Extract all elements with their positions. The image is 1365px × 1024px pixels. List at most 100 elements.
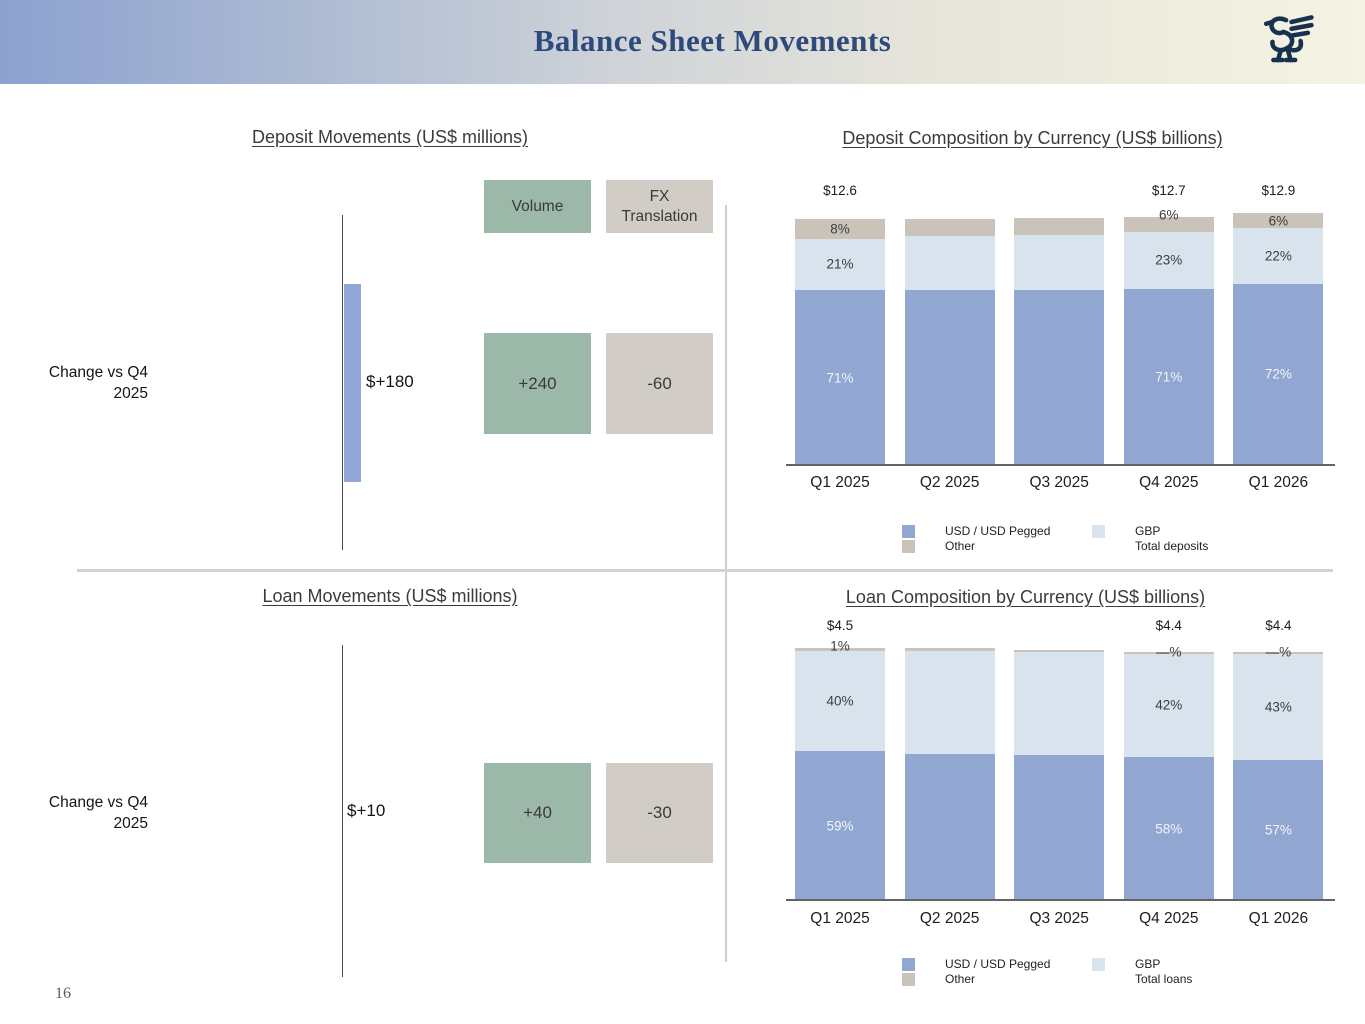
bar-segment-usd [1233,759,1324,900]
loan-volume-value-box: +40 [484,763,591,863]
bar-segment-gbp [904,236,995,291]
bar-total-label: $4.4 [1265,618,1292,633]
bar-segment-other [1014,217,1105,236]
deposit-net-label: $+180 [366,372,414,391]
bar-segment-gbp [1233,228,1324,284]
segment-label: 43% [1264,699,1292,715]
bar-segment-gbp [1233,653,1324,760]
legend-label: GBP [1135,957,1161,971]
category-label: Q3 2025 [1029,910,1089,927]
vertical-divider [725,205,727,962]
segment-label: 21% [826,256,854,272]
category-label: Q1 2026 [1248,910,1309,927]
loan-chart-legend: USD / USD Pegged GBP Other Total loans [902,957,1332,986]
griffin-logo-icon [1263,15,1314,63]
bar-segment-usd [1233,283,1324,465]
legend-fx-translation-label: FX Translation [621,188,698,225]
bar-segment-other [1123,216,1214,232]
horizontal-divider [77,569,1333,572]
page-number: 16 [55,985,71,1002]
legend-volume-box: Volume [484,180,591,233]
bar-total-label: $12.7 [1151,183,1186,198]
bar-segment-usd [1014,754,1105,900]
bar-segment-usd [795,290,885,465]
deposit-composition-title: Deposit Composition by Currency (US$ bil… [842,128,1223,148]
legend-label: GBP [1135,524,1161,538]
legend-label: Other [945,539,976,553]
legend-item: GBP [1092,957,1332,971]
stacked-bar: 58% 42% —% [1123,644,1214,900]
legend-label: USD / USD Pegged [945,524,1051,538]
bar-segment-other [904,648,995,651]
header-band: Balance Sheet Movements [0,0,1365,84]
bar-segment-other [904,218,995,237]
stacked-bar [1014,217,1105,465]
deposit-waterfall-axis [342,215,344,550]
deposit-chart-legend: USD / USD Pegged GBP Other Total deposits [902,524,1332,553]
category-label: Q2 2025 [919,474,980,491]
other-swatch-icon [902,539,915,553]
category-label: Q1 2025 [810,474,870,491]
segment-label: —% [1156,644,1182,660]
loan-fx-value-box: -30 [606,763,713,863]
bar-segment-gbp [904,650,995,754]
bar-segment-gbp [795,650,885,752]
bar-segment-other [1014,649,1105,653]
page-title: Balance Sheet Movements [533,23,892,58]
legend-label: Total loans [1135,972,1193,986]
stacked-bar: 71% 23% 6% [1123,207,1214,465]
other-swatch-icon [902,972,915,986]
bar-segment-other [1233,652,1324,654]
loan-movements-title: Loan Movements (US$ millions) [262,586,518,606]
segment-label: 72% [1264,366,1292,382]
bar-total-label: $12.6 [823,183,857,198]
legend-label: USD / USD Pegged [945,957,1051,971]
loan-row-label: Change vs Q4 2025 [48,794,148,832]
bar-segment-gbp [795,238,885,291]
loan-chart-axis [786,898,1335,901]
segment-label: 59% [826,818,854,834]
deposit-net-bar [343,283,361,482]
segment-label: 57% [1264,822,1292,838]
stacked-bar: 71% 21% 8% [795,218,885,465]
deposit-movements-title: Deposit Movements (US$ millions) [251,127,529,147]
segment-label: 1% [830,638,850,654]
deposit-row-label: Change vs Q4 2025 [48,364,148,402]
bar-segment-usd [904,753,995,900]
bar-segment-usd [904,290,995,465]
bar-total-label: $12.9 [1261,183,1296,198]
legend-item: GBP [1092,524,1332,538]
bar-segment-gbp [1123,653,1214,758]
legend-item: Total deposits [1092,539,1332,553]
bar-segment-other [795,648,885,651]
segment-label: 22% [1264,248,1292,264]
bar-total-label: $4.5 [826,618,854,633]
legend-label: Other [945,972,976,986]
stacked-bar [1014,649,1105,900]
legend-item: USD / USD Pegged [902,957,1092,971]
segment-label: 23% [1155,252,1183,268]
segment-label: 58% [1155,821,1183,837]
segment-label: 6% [1268,213,1289,229]
stacked-bar: 59% 40% 1% [795,639,885,900]
gbp-swatch-icon [1092,524,1105,538]
bar-segment-other [1123,652,1214,654]
deposit-fx-value-box: -60 [606,333,713,434]
legend-label: Total deposits [1135,539,1209,553]
category-label: Q1 2026 [1248,474,1309,491]
legend-fx-translation-box: FX Translation [606,180,713,233]
segment-label: —% [1265,644,1292,660]
bar-segment-gbp [1123,231,1214,289]
bar-total-label: $4.4 [1155,618,1182,633]
segment-label: 71% [826,370,854,386]
segment-label: 6% [1159,207,1179,223]
gbp-swatch-icon [1092,957,1105,971]
bar-segment-other [1233,213,1324,229]
category-label: Q2 2025 [919,910,980,927]
category-label: Q1 2025 [810,910,870,927]
segment-label: 71% [1155,369,1183,385]
legend-item: Total loans [1092,972,1332,986]
legend-item: Other [902,539,1092,553]
